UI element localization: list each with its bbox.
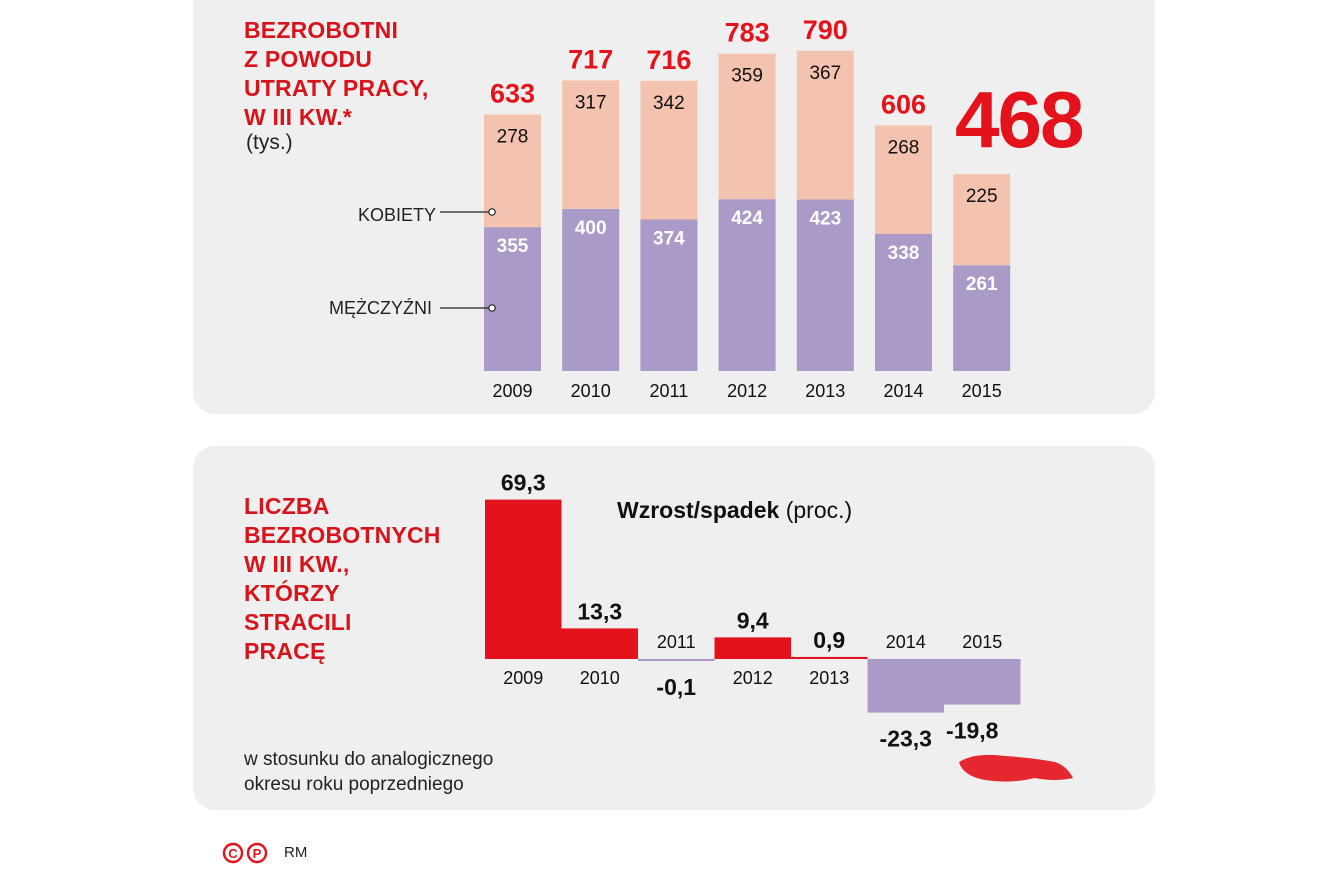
bar-women-2015 (953, 174, 1011, 266)
top-chart-title: BEZROBOTNI Z POWODU UTRATY PRACY, W III … (244, 17, 429, 130)
bottom-chart-note: w stosunku do analogicznego okresu roku … (244, 749, 494, 795)
x-tick-2013: 2013 (805, 381, 845, 401)
label-total-2014: 606 (881, 89, 926, 119)
bar-men-2010 (562, 208, 620, 371)
x-tick-2015: 2015 (962, 381, 1002, 401)
svg-text:P: P (253, 846, 262, 861)
label-men-2014: 338 (888, 243, 920, 264)
label-men-2011: 374 (653, 228, 685, 249)
subtitle-bold: Wzrost/spadek (617, 497, 780, 523)
label-total-2013: 790 (803, 15, 848, 45)
bar-men-2014 (875, 234, 932, 371)
x-tick-2010: 2010 (571, 381, 611, 401)
label-total-2012: 783 (725, 18, 770, 48)
bar-men-2012 (718, 199, 776, 371)
label-total-2010: 717 (568, 44, 613, 74)
top-chart-unit: (tys.) (246, 131, 293, 154)
bottom-chart-subtitle: Wzrost/spadek (proc.) (617, 497, 852, 524)
bar-men-2013 (796, 199, 854, 371)
bottom-chart-title: LICZBA BEZROBOTNYCH W III KW., KTÓRZY ST… (244, 493, 441, 664)
label-women-2009: 278 (497, 126, 529, 147)
legend-dot-men (488, 304, 496, 312)
label-women-2011: 342 (653, 93, 685, 114)
bar-women-2010 (562, 80, 620, 209)
label-total-2009: 633 (490, 78, 535, 108)
bar-women-2012 (718, 53, 776, 200)
x-tick-2011: 2011 (650, 381, 689, 401)
label-women-2014: 268 (888, 137, 920, 158)
label-women-2015: 225 (966, 186, 998, 207)
bottom-chart-panel (193, 446, 1155, 810)
legend-women: KOBIETY (357, 205, 436, 225)
red-smudge-mark (959, 754, 1073, 782)
legend-men: MĘŻCZYŹNI (329, 298, 432, 318)
bar-women-2009 (484, 114, 541, 228)
bar-women-2013 (796, 50, 854, 200)
bar-men-2015 (953, 265, 1011, 371)
label-men-2009: 355 (497, 236, 529, 257)
author-credit: RM (284, 844, 308, 861)
label-men-2010: 400 (575, 218, 607, 239)
label-women-2013: 367 (809, 63, 841, 84)
bar-women-2011 (640, 80, 698, 220)
copyright-logo: C P (222, 842, 268, 864)
svg-text:C: C (228, 846, 238, 861)
label-men-2012: 424 (731, 208, 763, 229)
x-tick-2009: 2009 (492, 381, 532, 401)
subtitle-unit: (proc.) (785, 497, 853, 523)
label-men-2013: 423 (809, 209, 841, 230)
label-women-2012: 359 (731, 66, 763, 87)
label-women-2010: 317 (575, 92, 607, 113)
label-total-2011: 716 (646, 45, 691, 75)
bar-men-2011 (640, 219, 698, 371)
bar-men-2009 (484, 227, 541, 371)
label-men-2015: 261 (966, 274, 998, 295)
stacked-bar-chart: 355 278 633 2009 400 317 717 2010 374 342 716 2011 4… (440, 15, 1011, 401)
bar-women-2014 (875, 125, 932, 235)
x-tick-2014: 2014 (883, 381, 923, 401)
highlight-total-2015: 468 (955, 75, 1084, 164)
x-tick-2012: 2012 (727, 381, 767, 401)
legend-dot-women (488, 208, 496, 216)
